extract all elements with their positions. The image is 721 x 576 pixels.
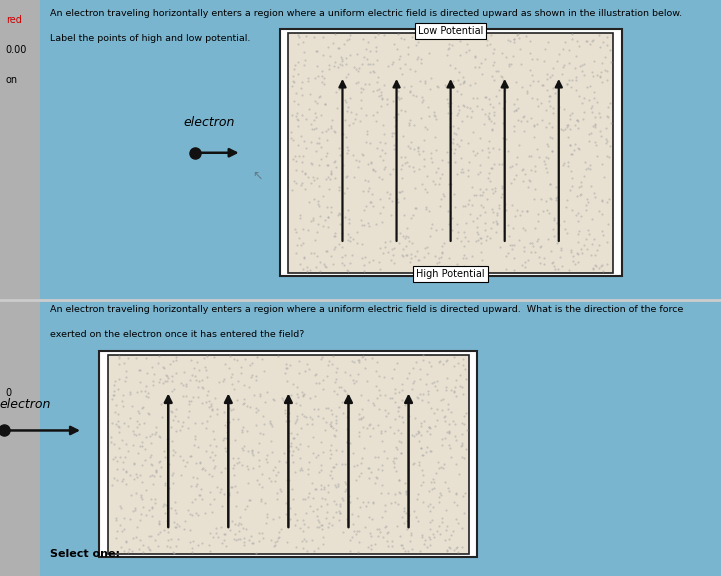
Text: High Potential: High Potential	[416, 270, 485, 279]
Text: electron: electron	[183, 116, 235, 129]
Text: An electron traveling horizontally enters a region where a uniform electric fiel: An electron traveling horizontally enter…	[50, 305, 684, 314]
Text: electron: electron	[0, 398, 51, 411]
Text: on: on	[6, 75, 18, 85]
Bar	[0, 300, 40, 576]
Bar	[108, 355, 469, 554]
Text: 0.00: 0.00	[6, 45, 27, 55]
Text: 0: 0	[6, 388, 12, 398]
Text: Label the points of high and low potential.: Label the points of high and low potenti…	[50, 35, 251, 43]
Bar	[0, 0, 40, 300]
Text: Select one:: Select one:	[50, 550, 120, 559]
Text: An electron traveling horizontally enters a region where a uniform electric fiel: An electron traveling horizontally enter…	[50, 9, 683, 18]
Bar	[99, 351, 477, 557]
Text: exerted on the electron once it has entered the field?: exerted on the electron once it has ente…	[50, 330, 305, 339]
Bar	[280, 29, 622, 276]
Text: Low Potential: Low Potential	[418, 26, 483, 36]
Bar	[288, 33, 613, 272]
Text: ↖: ↖	[252, 170, 263, 183]
Text: red: red	[6, 15, 22, 25]
